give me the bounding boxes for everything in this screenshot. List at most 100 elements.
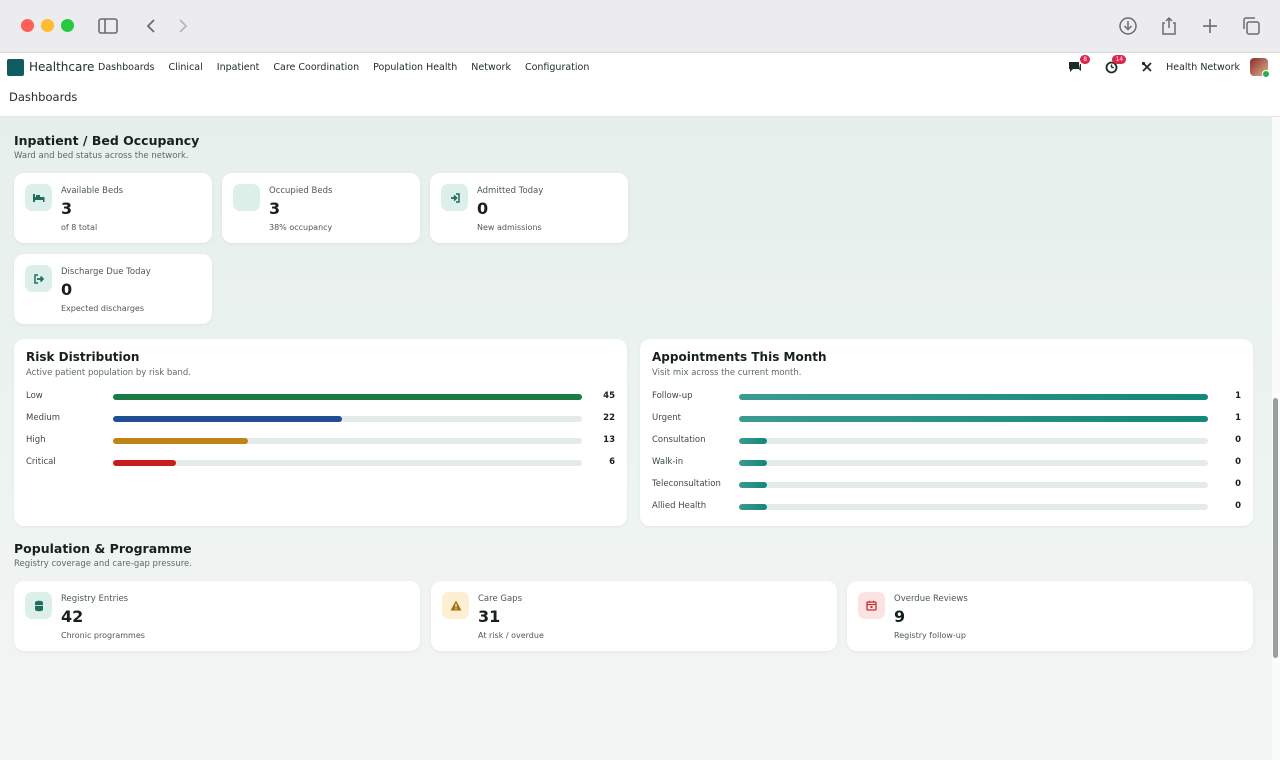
appointment-bar-fill — [739, 416, 1208, 422]
risk-bar-label: Medium — [26, 413, 60, 423]
appointment-bar-row: Follow-up 1 — [652, 391, 1241, 403]
menu-population-health[interactable]: Population Health — [373, 62, 458, 73]
stat-note: Registry follow-up — [894, 631, 966, 640]
minimize-window-button[interactable] — [41, 19, 54, 32]
risk-bar-value: 13 — [603, 435, 615, 445]
brand-name[interactable]: Healthcare — [29, 60, 95, 74]
activities-icon[interactable]: 14 — [1102, 55, 1127, 76]
admitted-today-card[interactable]: Admitted Today 0 New admissions — [430, 173, 628, 243]
risk-bar-row: High 13 — [26, 435, 615, 447]
care-gaps-card[interactable]: Care Gaps 31 At risk / overdue — [431, 581, 837, 651]
appointments-panel-title: Appointments This Month — [652, 350, 827, 364]
occupied-bed-icon — [233, 184, 260, 211]
risk-bar-fill — [113, 438, 249, 444]
stat-label: Discharge Due Today — [61, 267, 151, 277]
risk-bar-row: Critical 6 — [26, 457, 615, 469]
menu-network[interactable]: Network — [471, 62, 511, 73]
appointment-bar-track — [739, 482, 1208, 488]
registry-entries-card[interactable]: Registry Entries 42 Chronic programmes — [14, 581, 420, 651]
download-icon[interactable] — [1116, 14, 1140, 38]
messages-badge: 8 — [1080, 55, 1091, 64]
risk-bar-label: Low — [26, 391, 43, 401]
appointment-bar-label: Walk-in — [652, 457, 684, 467]
stat-label: Occupied Beds — [269, 186, 333, 196]
sign-in-icon — [441, 184, 468, 211]
tools-icon[interactable] — [1138, 58, 1156, 76]
tab-overview-icon[interactable] — [1239, 14, 1263, 38]
user-avatar[interactable] — [1250, 58, 1270, 78]
appointment-bar-fill — [739, 438, 768, 444]
discharge-due-card[interactable]: Discharge Due Today 0 Expected discharge… — [14, 254, 212, 324]
stat-value: 9 — [894, 607, 906, 626]
stat-note: At risk / overdue — [478, 631, 544, 640]
risk-bar-row: Medium 22 — [26, 413, 615, 425]
stat-note: New admissions — [477, 223, 542, 232]
menu-clinical[interactable]: Clinical — [168, 62, 203, 73]
appointment-bar-fill — [739, 394, 1208, 400]
population-section-subtitle: Registry coverage and care-gap pressure. — [14, 559, 192, 569]
appointments-panel-subtitle: Visit mix across the current month. — [652, 368, 802, 378]
population-section-title: Population & Programme — [14, 541, 192, 556]
org-switcher[interactable]: Health Network — [1166, 61, 1240, 73]
app-logo[interactable] — [7, 59, 24, 76]
appointment-bar-fill — [739, 482, 768, 488]
stat-value: 42 — [61, 607, 84, 626]
menu-configuration[interactable]: Configuration — [524, 62, 590, 73]
database-icon — [25, 592, 52, 619]
share-icon[interactable] — [1157, 14, 1181, 38]
nav-right-tools: 8 14 Health Network — [1066, 55, 1270, 78]
inpatient-section-title: Inpatient / Bed Occupancy — [14, 133, 200, 148]
appointment-bar-value: 0 — [1235, 435, 1241, 445]
appointment-bar-row: Allied Health 0 — [652, 501, 1241, 513]
risk-bar-value: 22 — [603, 413, 615, 423]
new-tab-icon[interactable] — [1198, 14, 1222, 38]
occupied-beds-card[interactable]: Occupied Beds 3 38% occupancy — [222, 173, 420, 243]
stat-label: Admitted Today — [477, 186, 544, 196]
appointments-panel: Appointments This Month Visit mix across… — [640, 339, 1253, 526]
risk-distribution-panel: Risk Distribution Active patient populat… — [14, 339, 627, 526]
overdue-reviews-card[interactable]: Overdue Reviews 9 Registry follow-up — [847, 581, 1253, 651]
stat-label: Care Gaps — [478, 594, 523, 604]
menu-dashboards[interactable]: Dashboards — [98, 62, 155, 73]
appointment-bar-row: Urgent 1 — [652, 413, 1241, 425]
risk-bar-fill — [113, 460, 176, 466]
stat-label: Overdue Reviews — [894, 594, 968, 604]
risk-bar-track — [113, 394, 582, 400]
appointment-bar-row: Teleconsultation 0 — [652, 479, 1241, 491]
appointment-bar-row: Consultation 0 — [652, 435, 1241, 447]
menu-inpatient[interactable]: Inpatient — [216, 62, 260, 73]
forward-icon[interactable] — [171, 14, 195, 38]
sidebar-toggle-icon[interactable] — [96, 14, 120, 38]
messages-icon[interactable]: 8 — [1066, 55, 1091, 76]
main-menu: Dashboards Clinical Inpatient Care Coord… — [98, 62, 589, 73]
appointment-bar-fill — [739, 504, 768, 510]
stat-note: 38% occupancy — [269, 223, 333, 232]
stat-value: 3 — [61, 199, 73, 218]
appointment-bar-track — [739, 504, 1208, 510]
stat-label: Registry Entries — [61, 594, 129, 604]
risk-panel-subtitle: Active patient population by risk band. — [26, 368, 192, 378]
appointment-bar-fill — [739, 460, 768, 466]
activities-badge: 14 — [1112, 55, 1127, 64]
risk-bar-track — [113, 460, 582, 466]
appointment-bar-value: 1 — [1235, 391, 1241, 401]
stat-note: of 8 total — [61, 223, 98, 232]
risk-bar-fill — [113, 416, 343, 422]
menu-care-coordination[interactable]: Care Coordination — [273, 62, 360, 73]
back-icon[interactable] — [139, 14, 163, 38]
appointment-bar-track — [739, 394, 1208, 400]
maximize-window-button[interactable] — [61, 19, 74, 32]
app-navbar: Healthcare Dashboards Clinical Inpatient… — [0, 53, 1280, 117]
inpatient-section-subtitle: Ward and bed status across the network. — [14, 151, 189, 161]
scrollbar-thumb[interactable] — [1273, 398, 1278, 658]
warning-icon — [442, 592, 469, 619]
appointment-bar-label: Teleconsultation — [652, 479, 721, 489]
appointment-bar-value: 0 — [1235, 479, 1241, 489]
close-window-button[interactable] — [21, 19, 34, 32]
stat-value: 0 — [61, 280, 73, 299]
risk-bar-track — [113, 438, 582, 444]
appointment-bar-track — [739, 416, 1208, 422]
available-beds-card[interactable]: Available Beds 3 of 8 total — [14, 173, 212, 243]
appointment-bar-label: Consultation — [652, 435, 706, 445]
appointment-bar-track — [739, 438, 1208, 444]
